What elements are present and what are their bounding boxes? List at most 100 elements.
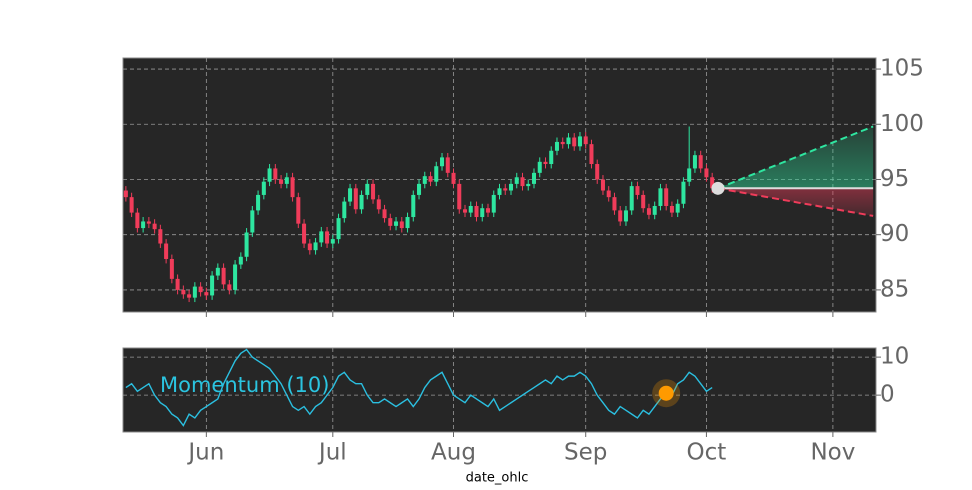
candle-body — [376, 199, 381, 210]
momentum-line — [125, 348, 713, 427]
candle-body — [422, 176, 427, 184]
candle-body — [491, 194, 496, 213]
candle-body — [480, 208, 485, 218]
candle-body — [417, 183, 422, 195]
candle-body — [411, 194, 416, 218]
candle-body — [543, 161, 548, 165]
candle-body — [273, 168, 278, 180]
candle-body — [302, 223, 307, 244]
candle-body — [221, 267, 226, 285]
candle-body — [698, 155, 703, 169]
candle-body — [244, 232, 249, 257]
x-tick-label: Jun — [186, 440, 224, 466]
candle-body — [577, 136, 582, 147]
candle-body — [537, 161, 542, 173]
candle-body — [342, 201, 347, 219]
x-tick-label: Aug — [431, 440, 476, 466]
candle-body — [158, 229, 163, 244]
candle-body — [330, 239, 335, 244]
y-tick-label: 90 — [880, 221, 909, 247]
x-tick-label: Oct — [687, 440, 727, 466]
candle-body — [238, 256, 243, 265]
candle-body — [531, 172, 537, 184]
candle-body — [227, 284, 232, 290]
candle-body — [210, 275, 215, 296]
candle-body — [353, 188, 358, 210]
candle-body — [135, 212, 140, 229]
candle-body — [589, 144, 594, 165]
candle-body — [175, 278, 180, 290]
candle-body — [169, 258, 174, 279]
candle-body — [192, 286, 197, 298]
candle-body — [503, 188, 508, 191]
candle-body — [256, 194, 261, 211]
candle-body — [457, 183, 462, 210]
candle-body — [434, 166, 439, 182]
y-tick-label: 85 — [880, 276, 909, 302]
candle-body — [646, 208, 651, 215]
candle-body — [279, 179, 284, 184]
candle-body — [250, 210, 255, 233]
candle-body — [440, 157, 445, 167]
candle-body — [606, 190, 611, 198]
candle-body — [399, 221, 404, 229]
forecast-lower-line — [717, 187, 874, 217]
candle-body — [313, 242, 318, 251]
candle-body — [296, 197, 301, 224]
candle-body — [388, 218, 393, 226]
candle-body — [612, 197, 617, 211]
candle-body — [348, 188, 353, 202]
candle-body — [382, 209, 387, 219]
candle-body — [583, 136, 588, 145]
candle-body — [267, 168, 272, 182]
candle-body — [284, 177, 289, 184]
candle-body — [187, 294, 192, 298]
candle-body — [675, 203, 680, 213]
candle-body — [664, 188, 669, 206]
y-tick-label: 10 — [880, 344, 909, 370]
y-tick-label: 105 — [880, 56, 924, 82]
candle-body — [681, 181, 686, 204]
candle-body — [704, 168, 709, 178]
candle-body — [526, 183, 531, 187]
candle-body — [669, 205, 674, 213]
candle-body — [629, 186, 634, 211]
candle-body — [325, 231, 330, 244]
candle-body — [658, 188, 663, 206]
candle-body — [710, 177, 715, 189]
candle-body — [215, 267, 220, 276]
candle-body — [405, 217, 410, 229]
candle-body — [572, 137, 577, 147]
candle-body — [635, 186, 640, 195]
candle-body — [692, 155, 697, 169]
candle-body — [365, 183, 370, 195]
legend-label: Momentum (10) — [160, 373, 329, 397]
candle-body — [233, 264, 238, 290]
x-axis-label: date_ohlc — [466, 471, 529, 486]
forecast-upper-line — [717, 125, 874, 190]
candle-body — [652, 205, 657, 215]
candle-body — [123, 190, 128, 198]
candle-body — [164, 243, 169, 259]
y-tick-label: 100 — [880, 111, 924, 137]
candle-body — [485, 208, 491, 213]
candle-body — [560, 141, 565, 145]
x-tick-label: Jul — [317, 440, 347, 466]
momentum-panel — [122, 347, 877, 433]
candle-body — [462, 209, 468, 213]
candle-body — [468, 205, 473, 213]
candle-body — [319, 231, 324, 243]
candle-body — [394, 221, 399, 226]
candle-body — [623, 210, 628, 222]
candle-body — [566, 137, 571, 145]
candle-body — [261, 181, 266, 195]
candle-body — [307, 243, 312, 251]
candle-body — [428, 176, 433, 182]
y-tick-label: 0 — [880, 382, 895, 408]
x-tick-label: Nov — [810, 440, 855, 466]
candle-body — [687, 168, 692, 182]
candle-body — [641, 194, 646, 209]
candle-body — [595, 164, 600, 180]
candle-body — [549, 150, 554, 165]
